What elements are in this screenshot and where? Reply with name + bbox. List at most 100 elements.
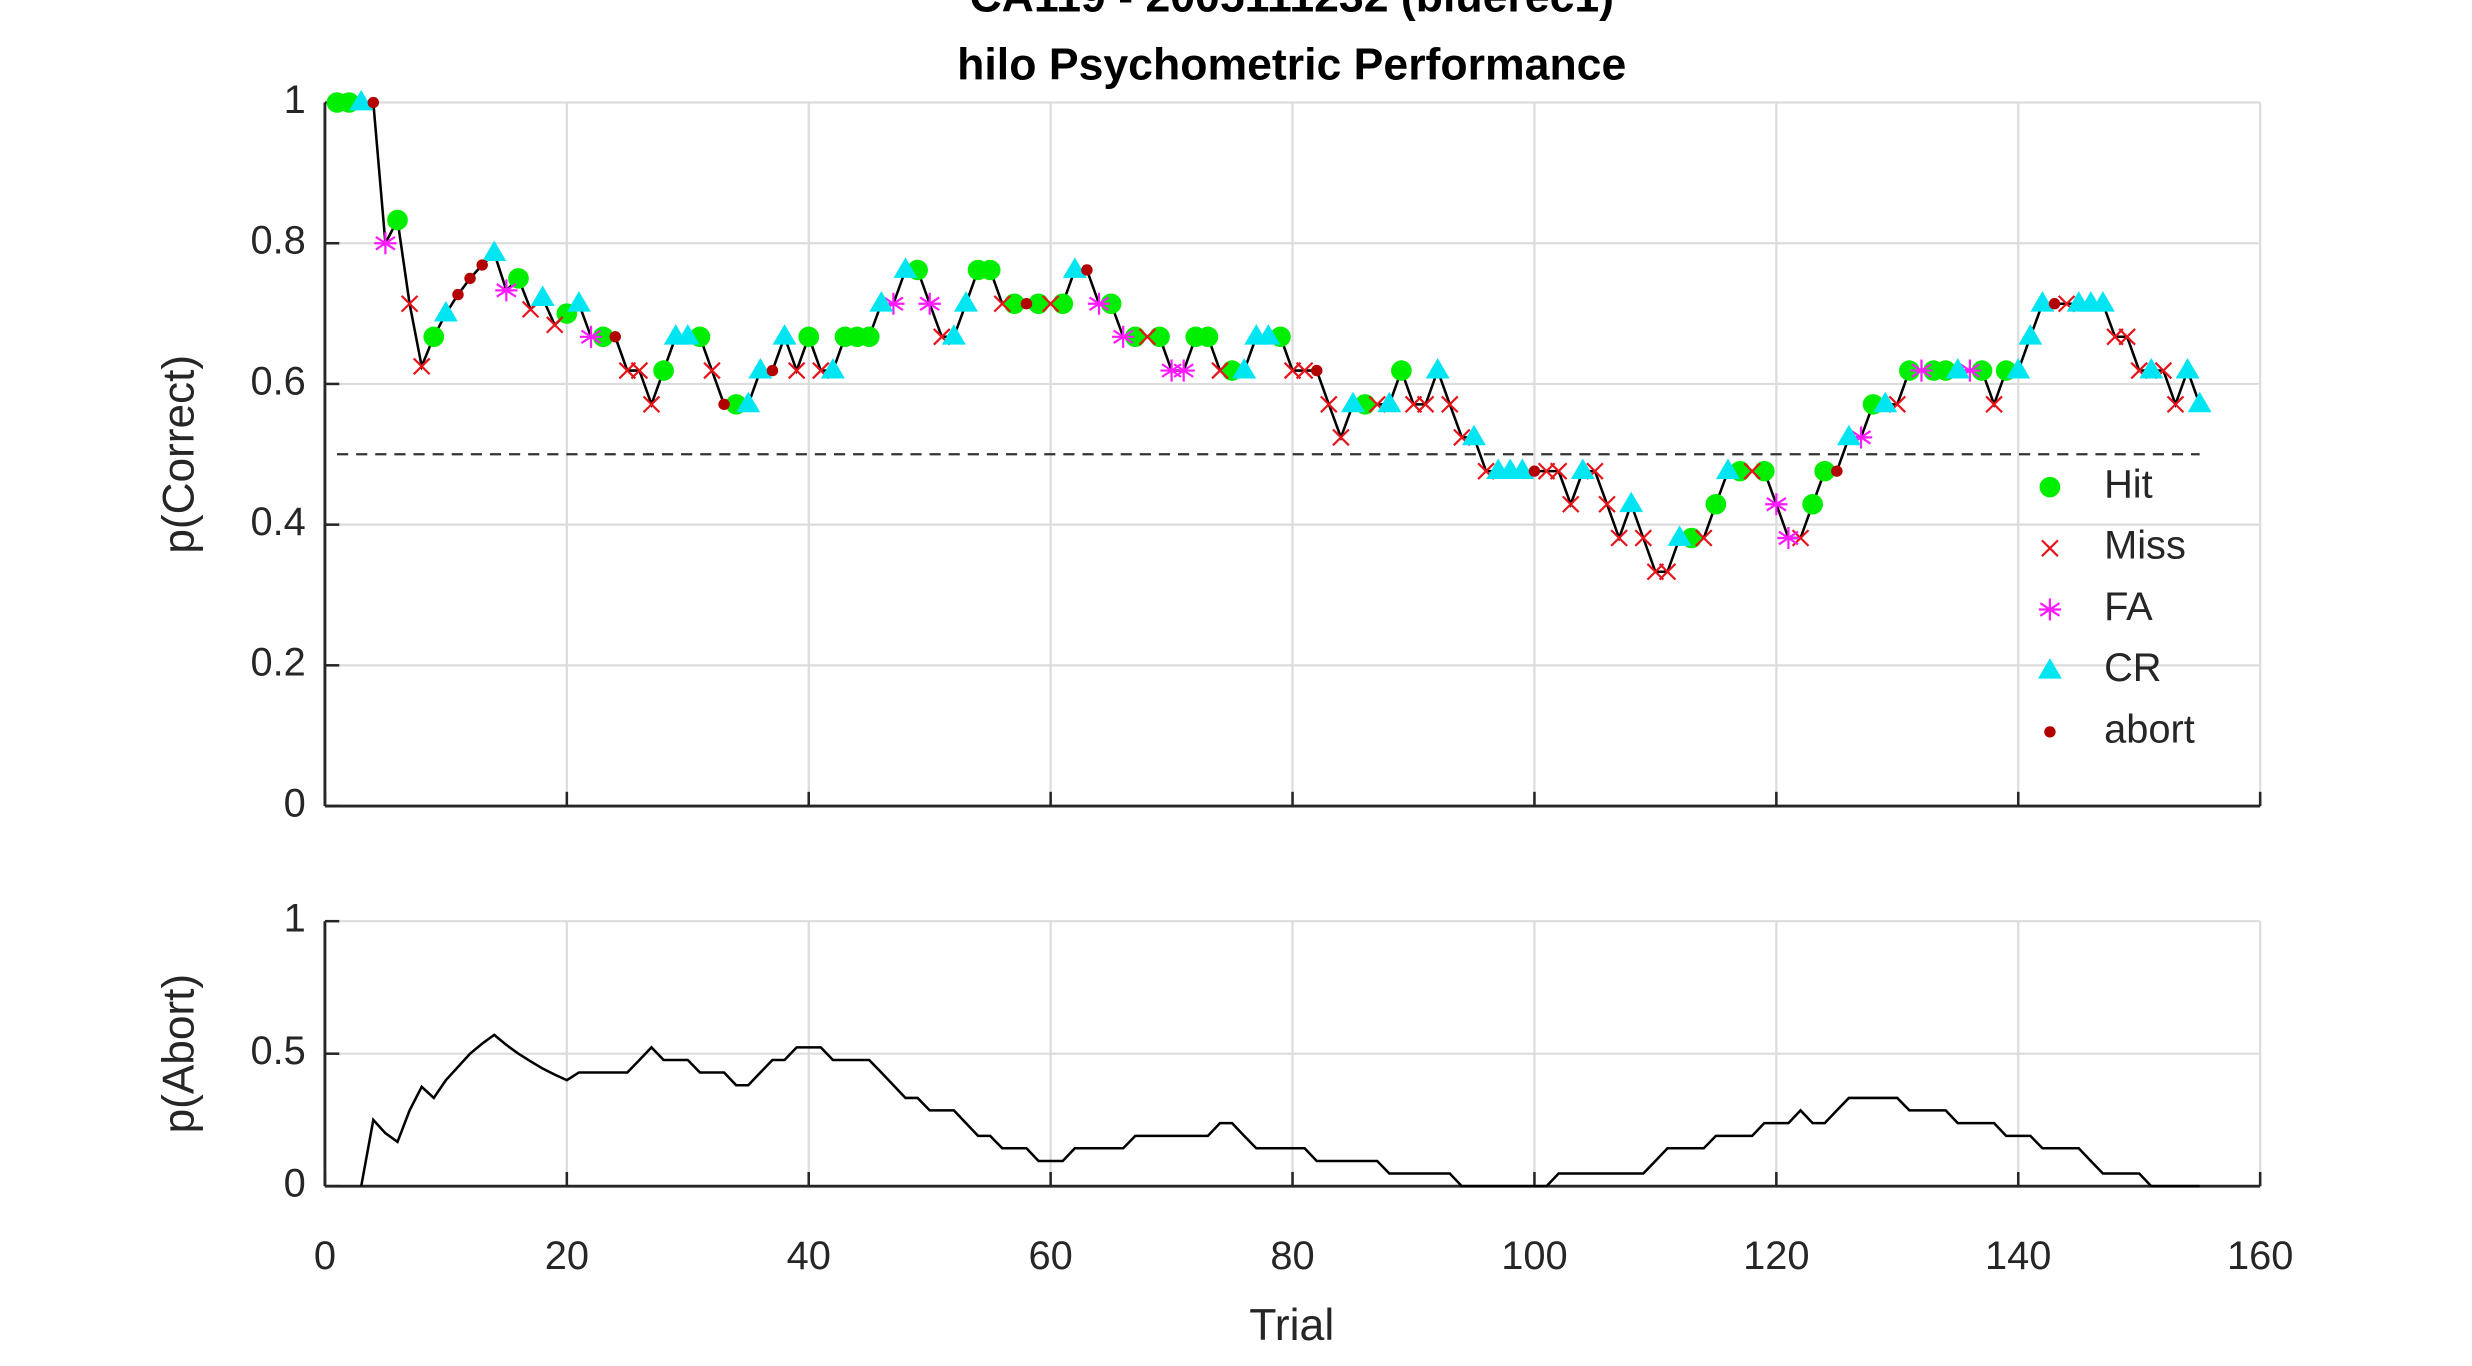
- x-tick-label: 40: [787, 1234, 831, 1278]
- marker-dot: [718, 398, 730, 411]
- marker-circle: [1149, 326, 1170, 348]
- marker-triangle: [1425, 357, 1450, 379]
- marker-triangle: [869, 291, 894, 312]
- marker-dot: [609, 331, 621, 343]
- marker-triangle: [772, 324, 797, 345]
- marker-x: [1441, 395, 1459, 414]
- marker-x: [1985, 395, 2003, 414]
- marker-asterisk: [1765, 493, 1788, 516]
- legend-marker: [2038, 598, 2062, 621]
- marker-triangle: [1716, 458, 1740, 480]
- marker-x: [1320, 395, 1338, 414]
- marker-x: [2118, 328, 2136, 346]
- marker-triangle: [482, 240, 507, 261]
- legend-marker: [2044, 726, 2056, 738]
- y-tick-label: 0.8: [250, 219, 305, 263]
- marker-triangle: [1510, 458, 1535, 480]
- marker-triangle: [1062, 257, 1087, 278]
- x-axis-label: Trial: [1249, 1301, 1334, 1350]
- marker-x: [1416, 395, 1435, 414]
- y-axis-label: p(Correct): [154, 355, 203, 554]
- marker-asterisk: [1777, 526, 1800, 550]
- y-tick-label: 0.5: [250, 1029, 305, 1073]
- marker-triangle: [2090, 291, 2115, 312]
- x-tick-label: 60: [1029, 1234, 1073, 1278]
- marker-triangle: [566, 291, 591, 312]
- marker-circle: [798, 326, 820, 348]
- marker-dot: [1311, 364, 1323, 377]
- marker-dot: [1528, 465, 1541, 477]
- marker-x: [642, 395, 661, 414]
- x-tick-label: 160: [2227, 1234, 2293, 1278]
- marker-dot: [2048, 298, 2061, 310]
- marker-x: [630, 361, 649, 380]
- marker-circle: [1004, 293, 1025, 314]
- marker-triangle: [1462, 424, 1486, 446]
- legend-label: Miss: [2104, 524, 2186, 568]
- marker-dot: [766, 364, 779, 377]
- legend-marker: [2039, 476, 2061, 498]
- marker-dot: [464, 272, 476, 285]
- marker-triangle: [941, 324, 966, 345]
- marker-triangle: [433, 300, 458, 322]
- marker-circle: [387, 209, 408, 231]
- marker-circle: [1052, 293, 1074, 314]
- marker-triangle: [1945, 357, 1970, 379]
- marker-circle: [858, 326, 880, 348]
- marker-circle: [979, 259, 1001, 281]
- marker-triangle: [820, 357, 845, 379]
- legend-label: CR: [2104, 646, 2161, 690]
- marker-x: [1041, 295, 1060, 313]
- marker-circle: [1197, 326, 1219, 348]
- marker-triangle: [954, 291, 978, 312]
- x-tick-label: 100: [1501, 1234, 1567, 1278]
- marker-circle: [1705, 493, 1727, 515]
- y-tick-label: 0: [284, 782, 306, 826]
- y-tick-label: 0.4: [250, 500, 305, 544]
- marker-circle: [508, 268, 529, 289]
- marker-dot: [1020, 298, 1033, 310]
- marker-x: [1561, 495, 1580, 513]
- marker-triangle: [1232, 357, 1257, 379]
- marker-x: [993, 295, 1012, 313]
- marker-asterisk: [1910, 359, 1933, 382]
- marker-x: [1695, 529, 1713, 547]
- marker-x: [1549, 462, 1568, 480]
- marker-triangle: [1377, 391, 1402, 413]
- marker-asterisk: [918, 292, 941, 315]
- marker-asterisk: [882, 292, 905, 315]
- marker-x: [412, 357, 431, 376]
- legend-label: FA: [2104, 585, 2153, 629]
- marker-x: [545, 316, 564, 334]
- marker-circle: [653, 360, 674, 381]
- marker-x: [1211, 361, 1229, 380]
- marker-x: [787, 361, 806, 380]
- marker-triangle: [1873, 391, 1898, 413]
- y-tick-label: 0.6: [250, 360, 305, 404]
- x-tick-label: 120: [1743, 1234, 1809, 1278]
- marker-asterisk: [1160, 359, 1183, 382]
- marker-asterisk: [374, 232, 397, 255]
- y-tick-label: 0: [284, 1162, 306, 1206]
- x-tick-label: 0: [314, 1234, 336, 1278]
- marker-dot: [1831, 465, 1843, 477]
- marker-dot: [1081, 264, 1093, 276]
- marker-asterisk: [495, 279, 518, 302]
- chart-subtitle: hilo Psychometric Performance: [957, 41, 1626, 90]
- marker-dot: [452, 288, 464, 301]
- marker-asterisk: [1958, 359, 1982, 382]
- marker-triangle: [1341, 391, 1365, 413]
- marker-asterisk: [1849, 426, 1873, 449]
- x-tick-label: 80: [1270, 1234, 1314, 1278]
- marker-x: [1295, 361, 1314, 380]
- marker-circle: [1802, 493, 1823, 515]
- x-tick-label: 20: [545, 1234, 589, 1278]
- marker-circle: [1753, 460, 1775, 482]
- y-tick-label: 0.2: [250, 641, 305, 685]
- marker-circle: [423, 326, 445, 348]
- marker-triangle: [2175, 357, 2200, 379]
- legend-label: abort: [2104, 707, 2195, 751]
- marker-x: [400, 295, 419, 313]
